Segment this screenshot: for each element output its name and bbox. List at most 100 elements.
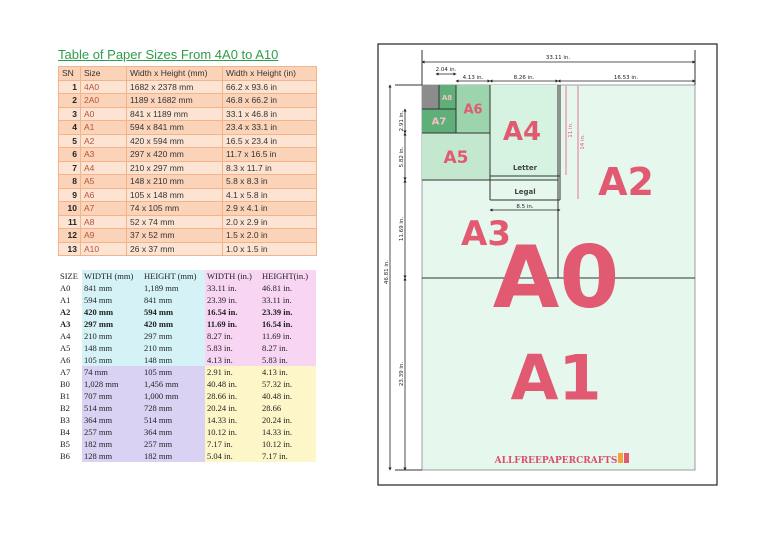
cell: A0 [80,106,127,121]
cell: A8 [80,214,127,229]
cell: A9 [80,228,127,243]
cell: 1 [58,79,81,94]
cell: B2 [58,402,82,414]
cell: A3 [80,147,127,162]
title: Table of Paper Sizes From 4A0 to A10 [58,47,279,62]
cell: 28.66 [260,402,316,414]
cell: 1,000 mm [142,390,205,402]
cell: A6 [80,187,127,202]
dim-label: 23.39 in. [399,362,405,387]
cell: 2 [58,93,81,108]
cell: 297 mm [82,318,142,330]
cell: 514 mm [82,402,142,414]
cell: 841 x 1189 mm [126,106,223,121]
dim-label: 4.13 in. [463,75,484,81]
row: 10 A7 74 x 105 mm 2.9 x 4.1 in [58,201,317,216]
size-label: A2 [598,160,654,204]
cell: 8.3 x 11.7 in [222,160,317,175]
legal-label: Legal [514,188,535,196]
cell: 4.13 in. [205,354,260,366]
cell: 7.17 in. [205,438,260,450]
row: B3 364 mm 514 mm 14.33 in. 20.24 in. [58,414,316,426]
logo-icon [618,453,623,463]
row: B2 514 mm 728 mm 20.24 in. 28.66 [58,402,316,414]
size-label: A1 [510,342,601,415]
cell: A5 [58,342,82,354]
row: A5 148 mm 210 mm 5.83 in. 8.27 in. [58,342,316,354]
row: A4 210 mm 297 mm 8.27 in. 11.69 in. [58,330,316,342]
cell: B5 [58,438,82,450]
row: 13 A10 26 x 37 mm 1.0 x 1.5 in [58,241,317,256]
cell: A6 [58,354,82,366]
cell: 13 [58,241,81,256]
row: A7 74 mm 105 mm 2.91 in. 4.13 in. [58,366,316,378]
cell: 37 x 52 mm [126,228,223,243]
cell: 514 mm [142,414,205,426]
row: B0 1,028 mm 1,456 mm 40.48 in. 57.32 in. [58,378,316,390]
dim-label: 11 in. [568,122,574,138]
dim-label: 33.11 in. [546,55,571,61]
size-label: A8 [442,94,452,102]
cell: 1682 x 2378 mm [126,79,223,94]
cell: A7 [58,366,82,378]
cell: 33.1 x 46.8 in [222,106,317,121]
cell: 182 mm [142,450,205,462]
cell: 1.5 x 2.0 in [222,228,317,243]
cell: 364 mm [142,426,205,438]
cell: 1,456 mm [142,378,205,390]
row: A2 420 mm 594 mm 16.54 in. 23.39 in. [58,306,316,318]
cell: 707 mm [82,390,142,402]
cell: 16.5 x 23.4 in [222,133,317,148]
size-label: A0 [493,228,619,328]
cell: 1189 x 1682 mm [126,93,223,108]
header-cell: WIDTH (in.) [205,270,260,282]
cell: 2.9 x 4.1 in [222,201,317,216]
header-row: SN Size Width x Height (mm) Width x Height … [58,66,317,81]
cell: 4 [58,120,81,135]
cell: 4.13 in. [260,366,316,378]
cell: 210 mm [142,342,205,354]
cell: 10 [58,201,81,216]
cell: 20.24 in. [205,402,260,414]
cell: 14.33 in. [205,414,260,426]
cell: 5.04 in. [205,450,260,462]
cell: A1 [58,294,82,306]
cell: 2.91 in. [205,366,260,378]
cell: 9 [58,187,81,202]
cell: 257 mm [142,438,205,450]
a5-cell [422,133,490,180]
cell: 105 mm [82,354,142,366]
row: B4 257 mm 364 mm 10.12 in. 14.33 in. [58,426,316,438]
cell: A2 [58,306,82,318]
cell: 11 [58,214,81,229]
cell: 8.27 in. [260,342,316,354]
cell: 40.48 in. [205,378,260,390]
cell: 74 x 105 mm [126,201,223,216]
header-cell: HEIGHT (mm) [142,270,205,282]
cell: A3 [58,318,82,330]
size-label: A5 [444,148,469,168]
cell: 210 mm [82,330,142,342]
cell: 46.8 x 66.2 in [222,93,317,108]
cell: 728 mm [142,402,205,414]
cell: 16.54 in. [205,306,260,318]
cell: 20.24 in. [260,414,316,426]
cell: 57.32 in. [260,378,316,390]
cell: 40.48 in. [260,390,316,402]
cell: 420 x 594 mm [126,133,223,148]
cell: 7.17 in. [260,450,316,462]
size-label: A6 [463,103,482,118]
cell: 148 mm [82,342,142,354]
a7-cell [422,109,456,133]
cell: 23.4 x 33.1 in [222,120,317,135]
row: 7 A4 210 x 297 mm 8.3 x 11.7 in [58,160,317,175]
row: B5 182 mm 257 mm 7.17 in. 10.12 in. [58,438,316,450]
row: 4 A1 594 x 841 mm 23.4 x 33.1 in [58,120,317,135]
cell: 12 [58,228,81,243]
row: A0 841 mm 1,189 mm 33.11 in. 46.81 in. [58,282,316,294]
cell: A4 [80,160,127,175]
cell: 364 mm [82,414,142,426]
row: A3 297 mm 420 mm 11.69 in. 16.54 in. [58,318,316,330]
cell: 594 x 841 mm [126,120,223,135]
